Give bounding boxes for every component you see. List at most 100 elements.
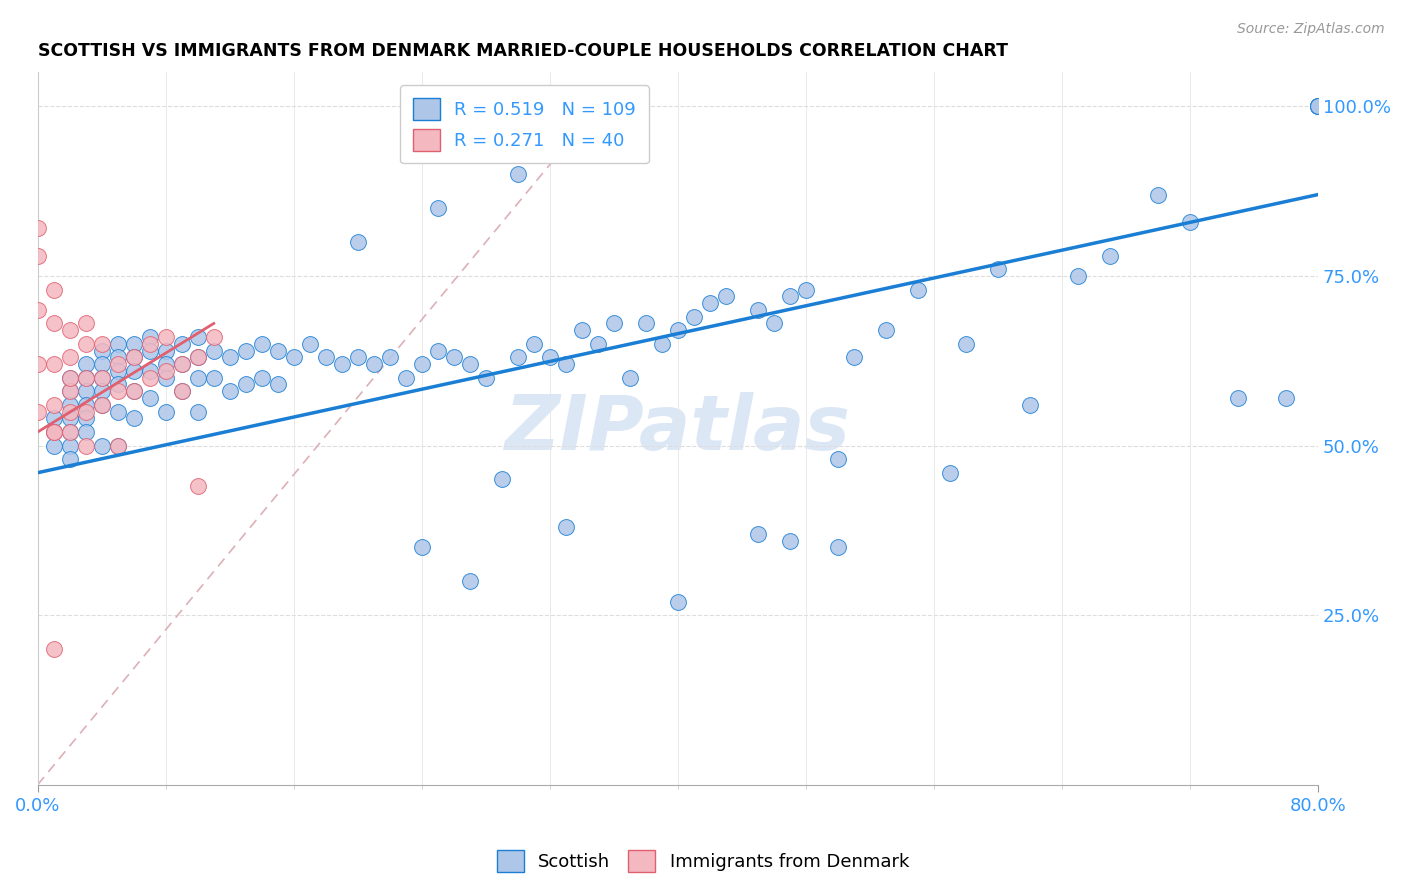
Point <box>59 438 82 452</box>
Point <box>218 351 240 365</box>
Point <box>122 384 145 399</box>
Point <box>651 336 673 351</box>
Point <box>170 336 193 351</box>
Point <box>122 351 145 365</box>
Point <box>187 404 209 418</box>
Point <box>747 302 769 317</box>
Point <box>250 370 273 384</box>
Point <box>554 357 576 371</box>
Point <box>138 330 160 344</box>
Point <box>187 330 209 344</box>
Point <box>59 404 82 418</box>
Text: SCOTTISH VS IMMIGRANTS FROM DENMARK MARRIED-COUPLE HOUSEHOLDS CORRELATION CHART: SCOTTISH VS IMMIGRANTS FROM DENMARK MARR… <box>38 42 1008 60</box>
Point <box>122 351 145 365</box>
Point <box>1308 99 1330 113</box>
Point <box>59 425 82 439</box>
Point <box>235 343 257 358</box>
Point <box>1275 391 1298 405</box>
Point <box>634 317 657 331</box>
Point <box>27 249 49 263</box>
Point <box>42 642 65 657</box>
Point <box>426 343 449 358</box>
Text: Source: ZipAtlas.com: Source: ZipAtlas.com <box>1237 22 1385 37</box>
Point <box>1178 215 1201 229</box>
Point <box>315 351 337 365</box>
Point <box>554 520 576 534</box>
Point <box>90 398 112 412</box>
Point <box>27 357 49 371</box>
Point <box>426 201 449 215</box>
Point <box>75 384 97 399</box>
Point <box>90 384 112 399</box>
Point <box>90 370 112 384</box>
Point <box>1227 391 1250 405</box>
Point <box>122 411 145 425</box>
Point <box>779 289 801 303</box>
Point <box>619 370 641 384</box>
Point <box>762 317 785 331</box>
Point <box>443 351 465 365</box>
Point <box>75 404 97 418</box>
Point <box>107 438 129 452</box>
Point <box>59 452 82 467</box>
Point <box>107 364 129 378</box>
Point <box>794 283 817 297</box>
Point <box>779 533 801 548</box>
Point <box>27 404 49 418</box>
Point <box>155 330 177 344</box>
Point <box>42 411 65 425</box>
Point <box>122 364 145 378</box>
Point <box>458 574 481 589</box>
Point <box>827 452 849 467</box>
Point <box>75 411 97 425</box>
Point <box>59 411 82 425</box>
Point <box>42 357 65 371</box>
Point <box>75 398 97 412</box>
Point <box>363 357 385 371</box>
Point <box>267 377 290 392</box>
Legend: Scottish, Immigrants from Denmark: Scottish, Immigrants from Denmark <box>489 843 917 879</box>
Point <box>202 343 225 358</box>
Point <box>59 370 82 384</box>
Point <box>59 384 82 399</box>
Point <box>506 351 529 365</box>
Point <box>155 357 177 371</box>
Point <box>346 235 368 249</box>
Point <box>378 351 401 365</box>
Point <box>187 370 209 384</box>
Point <box>59 351 82 365</box>
Point <box>666 594 689 608</box>
Point <box>75 357 97 371</box>
Text: ZIPatlas: ZIPatlas <box>505 392 851 466</box>
Point <box>170 384 193 399</box>
Point <box>107 351 129 365</box>
Point <box>75 370 97 384</box>
Point <box>27 302 49 317</box>
Point <box>907 283 929 297</box>
Point <box>1308 99 1330 113</box>
Point <box>170 357 193 371</box>
Point <box>90 370 112 384</box>
Point <box>107 377 129 392</box>
Point <box>75 370 97 384</box>
Point <box>90 398 112 412</box>
Point <box>42 283 65 297</box>
Point <box>75 317 97 331</box>
Point <box>298 336 321 351</box>
Point <box>107 336 129 351</box>
Point <box>283 351 305 365</box>
Point <box>747 526 769 541</box>
Point <box>27 221 49 235</box>
Point <box>827 541 849 555</box>
Point <box>1308 99 1330 113</box>
Point <box>42 398 65 412</box>
Point <box>138 343 160 358</box>
Point <box>138 336 160 351</box>
Point <box>75 425 97 439</box>
Point <box>155 370 177 384</box>
Point <box>187 351 209 365</box>
Legend: R = 0.519   N = 109, R = 0.271   N = 40: R = 0.519 N = 109, R = 0.271 N = 40 <box>399 85 648 163</box>
Point <box>699 296 721 310</box>
Point <box>202 330 225 344</box>
Point <box>987 262 1010 277</box>
